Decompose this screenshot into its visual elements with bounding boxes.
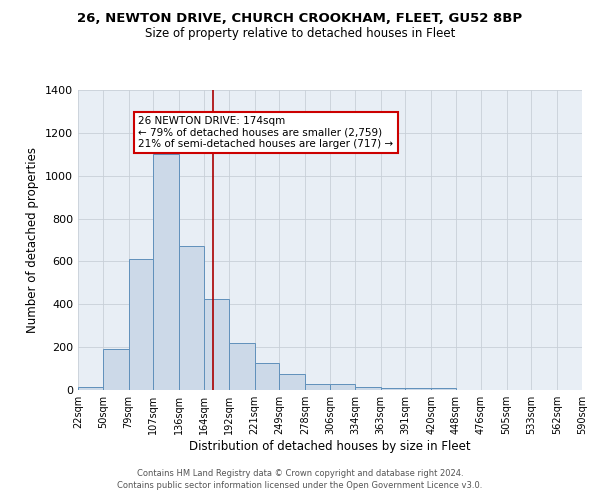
Bar bbox=[254, 363, 280, 390]
Text: Size of property relative to detached houses in Fleet: Size of property relative to detached ho… bbox=[145, 28, 455, 40]
Bar bbox=[330, 384, 355, 390]
Text: 26 NEWTON DRIVE: 174sqm
← 79% of detached houses are smaller (2,759)
21% of semi: 26 NEWTON DRIVE: 174sqm ← 79% of detache… bbox=[139, 116, 394, 149]
Bar bbox=[179, 246, 204, 390]
X-axis label: Distribution of detached houses by size in Fleet: Distribution of detached houses by size … bbox=[189, 440, 471, 453]
Bar bbox=[128, 260, 154, 390]
Bar bbox=[406, 388, 431, 390]
Bar bbox=[78, 387, 103, 390]
Bar bbox=[431, 388, 456, 390]
Bar bbox=[355, 387, 380, 390]
Bar bbox=[380, 388, 406, 390]
Bar bbox=[280, 374, 305, 390]
Bar bbox=[229, 343, 254, 390]
Bar bbox=[103, 350, 128, 390]
Text: Contains public sector information licensed under the Open Government Licence v3: Contains public sector information licen… bbox=[118, 481, 482, 490]
Bar bbox=[305, 384, 330, 390]
Bar bbox=[204, 299, 229, 390]
Bar bbox=[154, 154, 179, 390]
Text: Contains HM Land Registry data © Crown copyright and database right 2024.: Contains HM Land Registry data © Crown c… bbox=[137, 468, 463, 477]
Text: 26, NEWTON DRIVE, CHURCH CROOKHAM, FLEET, GU52 8BP: 26, NEWTON DRIVE, CHURCH CROOKHAM, FLEET… bbox=[77, 12, 523, 26]
Y-axis label: Number of detached properties: Number of detached properties bbox=[26, 147, 40, 333]
